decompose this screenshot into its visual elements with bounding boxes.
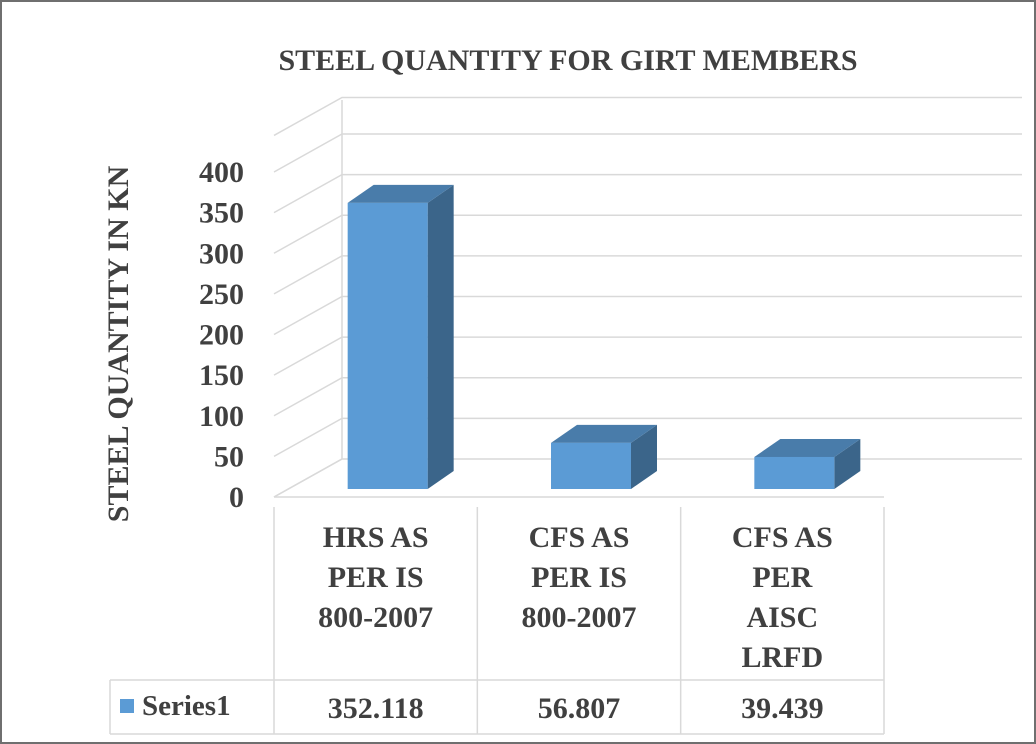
gridline [273,295,1022,336]
y-axis-title: STEEL QUANTITY IN KN [102,165,135,522]
bar-top [754,438,861,457]
y-tick-label: 400 [199,156,244,189]
y-tick-label: 300 [199,237,244,270]
gridline [273,336,1022,376]
data-table-value: 56.807 [538,692,621,725]
x-category-label: CFS AS PER IS 800-2007 [522,521,637,634]
gridline [273,377,1022,417]
bar-front [347,202,428,490]
bar-top [347,184,454,203]
y-tick-label: 50 [214,440,244,473]
bar-top [551,424,657,443]
gridline [273,133,1022,173]
x-category-label: CFS AS PER AISC LRFD [732,521,833,674]
bar [551,424,657,489]
data-table: HRS AS PER IS 800-2007 CFS AS PER IS 800-2007… [109,507,885,735]
data-table-value: 39.439 [741,692,824,725]
y-tick-label: 250 [199,278,244,311]
y-tick-label: 0 [229,481,244,514]
legend-series-name: Series1 [142,690,231,722]
y-tick-label: 350 [199,197,244,230]
data-table-value: 352.118 [328,692,424,725]
bar-side [427,184,454,490]
bar [347,184,454,490]
bar-front [754,456,835,489]
bar-side [631,424,657,489]
gridline [273,96,1022,137]
gridlines [273,96,1022,498]
gridline [273,255,1022,295]
bars [347,184,861,490]
legend-key [120,699,134,713]
x-category-label: HRS AS PER IS 800-2007 [318,521,433,634]
y-tick-label: 100 [199,400,244,433]
gridline [273,417,1022,458]
y-tick-label: 150 [199,359,244,392]
bar-front [551,442,631,489]
gridline [273,173,1022,214]
chart-title: STEEL QUANTITY FOR GIRT MEMBERS [278,44,857,77]
gridline [273,214,1022,254]
y-tick-label: 200 [199,319,244,352]
bar [754,438,861,489]
bar-side [834,438,861,489]
y-axis-tick-labels: 0 50 100 150 200 250 300 350 400 [199,156,244,514]
